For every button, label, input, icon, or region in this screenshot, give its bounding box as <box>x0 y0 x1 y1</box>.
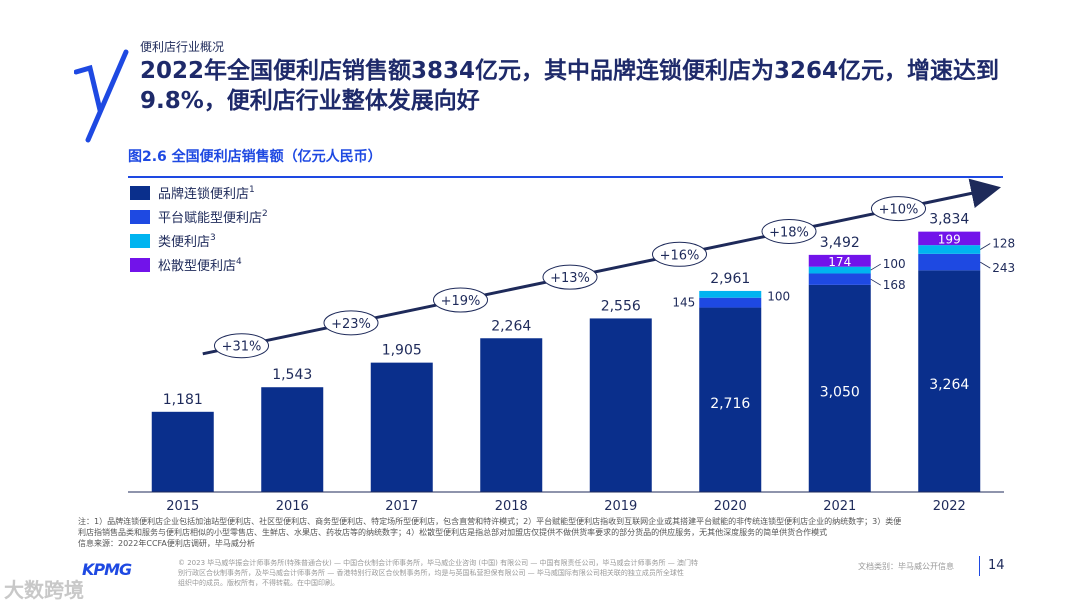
growth-bubble-2 <box>323 310 379 336</box>
growth-bubble-7 <box>871 196 926 222</box>
leader-line-platform-2022 <box>980 261 991 269</box>
x-tick-2015: 2015 <box>166 499 199 514</box>
segment-label-platform-2022: 243 <box>992 261 1015 275</box>
figure-title-rule <box>128 176 1003 178</box>
total-label-2016: 1,543 <box>272 367 312 383</box>
bar-loose-2022 <box>918 231 981 246</box>
legend-superscript-loose: 4 <box>236 257 242 267</box>
growth-label-1: +31% <box>222 340 262 355</box>
leader-line-platform-2021 <box>870 278 881 286</box>
total-label-2020: 2,961 <box>710 271 750 287</box>
page-number: 14 <box>988 558 1005 573</box>
growth-bubble-4 <box>542 264 598 290</box>
growth-bubble-6 <box>761 218 817 244</box>
page-number-divider <box>979 556 980 576</box>
growth-label-5: +16% <box>660 248 700 263</box>
bar-platform-2020 <box>699 297 762 308</box>
bar-loose-2021 <box>808 254 871 267</box>
growth-label-4: +13% <box>550 271 590 286</box>
bar-brand-2022 <box>918 270 981 492</box>
segment-label-category-2022: 128 <box>992 237 1015 251</box>
segment-label-brand-2022: 3,264 <box>929 377 969 393</box>
legend-label-platform: 平台赋能型便利店2 <box>158 209 268 226</box>
growth-label-3: +19% <box>441 294 481 309</box>
x-tick-2016: 2016 <box>276 499 309 514</box>
legend-label-category: 类便利店3 <box>158 233 216 250</box>
bar-category-2020 <box>699 290 762 298</box>
bar-brand-2021 <box>808 284 871 492</box>
total-label-2017: 1,905 <box>382 343 422 359</box>
footnote-line-1: 注：1）品牌连锁便利店企业包括加油站型便利店、社区型便利店、商务型便利店、特定场… <box>78 517 902 526</box>
segment-label-platform-2020: 145 <box>672 296 695 310</box>
x-tick-2018: 2018 <box>495 499 528 514</box>
x-tick-2017: 2017 <box>385 499 418 514</box>
segment-label-category-2020: 100 <box>767 289 790 303</box>
legend-label-brand: 品牌连锁便利店1 <box>158 185 255 202</box>
bar-platform-2022 <box>918 253 981 271</box>
total-label-2019: 2,556 <box>601 298 641 314</box>
growth-bubble-3 <box>433 287 488 313</box>
copyright-line-1: © 2023 毕马威华振会计师事务所(特殊普通合伙) — 中国合伙制会计师事务所… <box>178 559 698 567</box>
segment-label-category-2021: 100 <box>883 257 906 271</box>
x-tick-2020: 2020 <box>714 499 747 514</box>
figure-title: 图2.6 全国便利店销售额（亿元人民币） <box>128 149 382 165</box>
segment-label-brand-2021: 3,050 <box>820 384 860 400</box>
bar-brand-2017 <box>370 362 433 492</box>
footnotes: 注：1）品牌连锁便利店企业包括加油站型便利店、社区型便利店、商务型便利店、特定场… <box>78 516 1013 549</box>
watermark: 大数跨境 <box>4 578 84 602</box>
legend-swatch-loose <box>130 258 150 272</box>
legend-label-loose: 松散型便利店4 <box>158 257 242 274</box>
growth-label-2: +23% <box>331 317 371 332</box>
legend-superscript-category: 3 <box>210 233 216 243</box>
kpmg-slash-mark <box>74 49 129 143</box>
growth-bubble-5 <box>652 241 707 267</box>
growth-label-6: +18% <box>769 225 809 240</box>
section-label: 便利店行业概况 <box>140 40 225 54</box>
bar-brand-2020 <box>699 307 762 492</box>
source-note: 信息来源：2022年CCFA便利店调研，毕马威分析 <box>78 539 255 548</box>
bar-platform-2021 <box>808 273 871 285</box>
leader-line-category-2021 <box>870 263 881 271</box>
legend-swatch-brand <box>130 186 150 200</box>
x-tick-2021: 2021 <box>823 499 856 514</box>
legend-superscript-platform: 2 <box>262 209 268 219</box>
segment-label-platform-2021: 168 <box>883 278 906 292</box>
legend-swatch-platform <box>130 210 150 224</box>
bar-brand-2018 <box>480 338 543 492</box>
copyright-line-3: 组织中的成员。版权所有，不得转载。在中国印刷。 <box>178 579 339 587</box>
x-tick-2022: 2022 <box>933 499 966 514</box>
total-label-2021: 3,492 <box>820 235 860 251</box>
page-headline: 2022年全国便利店销售额3834亿元，其中品牌连锁便利店为3264亿元，增速达… <box>140 58 1000 114</box>
bar-category-2022 <box>918 245 981 254</box>
copyright-line-2: 别行政区合伙制事务所，及毕马威会计师事务所 — 香港特别行政区合伙制事务所，均是… <box>178 569 684 577</box>
growth-label-7: +10% <box>879 203 919 218</box>
footnote-line-2: 利店指销售品类和服务与便利店相似的小型零售店、生鲜店、水果店、药妆店等的纳统数字… <box>78 528 828 537</box>
bar-brand-2016 <box>261 387 324 492</box>
segment-label-loose-2022: 199 <box>938 232 961 246</box>
growth-bubble-1 <box>214 333 269 359</box>
segment-label-brand-2020: 2,716 <box>710 396 750 412</box>
total-label-2015: 1,181 <box>163 392 203 408</box>
leader-line-category-2022 <box>980 243 991 250</box>
segment-label-loose-2021: 174 <box>828 255 851 269</box>
x-tick-2019: 2019 <box>604 499 637 514</box>
bar-category-2021 <box>808 266 871 274</box>
bar-brand-2019 <box>589 318 652 492</box>
copyright-footer: © 2023 毕马威华振会计师事务所(特殊普通合伙) — 中国合伙制会计师事务所… <box>178 558 838 588</box>
total-label-2022: 3,834 <box>929 212 969 228</box>
bar-brand-2015 <box>151 411 214 492</box>
legend-superscript-brand: 1 <box>249 185 255 195</box>
kpmg-logo: KPMG <box>82 560 132 579</box>
total-label-2018: 2,264 <box>491 318 531 334</box>
legend-swatch-category <box>130 234 150 248</box>
document-classification: 文档类别：毕马威公开信息 <box>858 562 954 571</box>
